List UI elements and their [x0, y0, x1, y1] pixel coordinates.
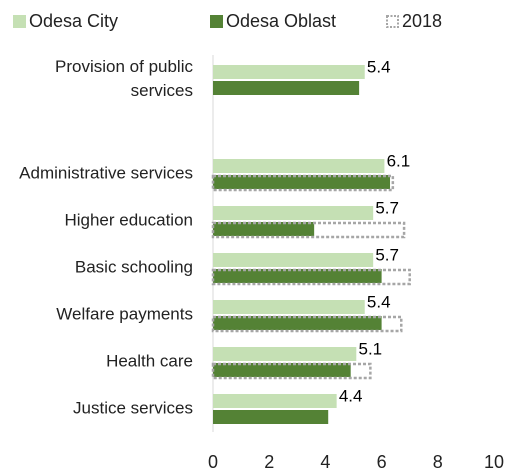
bar: [213, 316, 382, 330]
data-label: 5.7: [375, 245, 399, 264]
data-label: 5.4: [367, 292, 391, 311]
bar: [213, 222, 315, 236]
y-tick-label: Health care: [106, 351, 193, 370]
bar: [213, 206, 374, 220]
x-tick-label: 2: [264, 452, 274, 472]
bar: [213, 347, 357, 361]
bar: [213, 300, 365, 314]
legend-swatch: [386, 15, 399, 28]
bar-2018: [211, 221, 406, 239]
data-label: 6.1: [387, 151, 411, 170]
data-label: 5.7: [375, 198, 399, 217]
legend-swatch: [13, 15, 26, 28]
bar: [213, 410, 329, 424]
bar: [213, 81, 360, 95]
legend-swatch: [210, 15, 223, 28]
x-tick-label: 10: [484, 452, 504, 472]
bar: [213, 253, 374, 267]
bar: [213, 65, 365, 79]
legend-label: Odesa City: [29, 11, 118, 31]
bar: [213, 394, 337, 408]
legend-label: 2018: [402, 11, 442, 31]
y-tick-label: Higher education: [64, 210, 193, 229]
x-tick-label: 4: [320, 452, 330, 472]
bar: [213, 269, 382, 283]
data-label: 4.4: [339, 386, 363, 405]
data-label: 5.1: [358, 339, 382, 358]
y-tick-label: Welfare payments: [56, 304, 193, 323]
y-tick-label: Basic schooling: [75, 257, 193, 276]
y-tick-label: Justice services: [73, 398, 193, 417]
x-tick-label: 0: [208, 452, 218, 472]
bar-2018: [211, 315, 403, 333]
bar: [213, 363, 351, 377]
bar-2018: [211, 174, 395, 192]
legend-label: Odesa Oblast: [226, 11, 336, 31]
y-tick-label: Provision of public services: [55, 57, 193, 100]
x-tick-label: 8: [433, 452, 443, 472]
x-tick-label: 6: [377, 452, 387, 472]
y-tick-label: Administrative services: [19, 163, 193, 182]
data-label: 5.4: [367, 57, 391, 76]
bar: [213, 159, 385, 173]
bar-2018: [211, 362, 372, 380]
bar: [213, 175, 391, 189]
